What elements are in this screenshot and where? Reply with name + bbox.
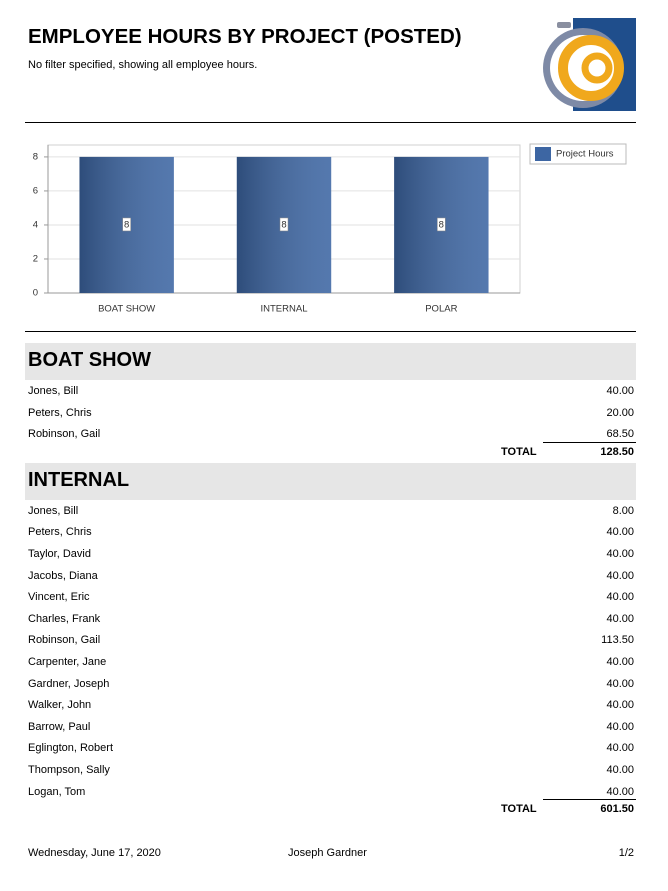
hours: 40.00 [606,591,634,604]
report-title: EMPLOYEE HOURS BY PROJECT (POSTED) [28,25,462,48]
logo [543,18,636,111]
hours: 40.00 [606,742,634,755]
footer-page: 1/2 [618,847,634,859]
hours: 40.00 [606,656,634,668]
total-rule [543,799,636,801]
legend-label: Project Hours [556,149,614,160]
hours: 20.00 [606,406,634,419]
hours: 40.00 [606,385,634,397]
section-header: BOAT SHOW [25,343,636,380]
chart: 0 2 4 6 8 BOAT SHOW 8 INTERNAL 8 POLAR 8 Project Ho… [33,143,627,315]
employee-name: Peters, Chris [28,526,92,539]
value-label-box [279,217,289,232]
employee-name: Jones, Bill [28,504,79,517]
hours: 40.00 [606,785,634,798]
y-tick-label: 0 [33,288,38,299]
value-label-box [437,217,446,232]
divider [25,331,636,332]
divider [25,122,636,123]
employee-name: Jacobs, Diana [28,569,98,582]
y-tick-label: 4 [33,219,38,230]
legend-swatch [535,147,551,161]
total-value: 128.50 [600,445,634,458]
employee-name: Carpenter, Jane [28,656,107,668]
legend-box [529,143,627,165]
hours: 40.00 [606,526,634,539]
hours: 40.00 [606,699,634,712]
footer-date: Wednesday, June 17, 2020 [28,847,161,859]
hours: 40.00 [606,677,634,690]
employee-name: Thompson, Sally [28,764,110,776]
employee-name: Taylor, David [28,548,91,560]
footer-user: Joseph Gardner [288,847,367,859]
employee-name: Logan, Tom [28,785,86,798]
employee-name: Robinson, Gail [28,428,101,441]
employee-name: Walker, John [28,699,92,712]
total-label: TOTAL [501,803,537,816]
value-label-box [122,217,131,232]
hours: 68.50 [606,428,634,441]
hours: 113.50 [601,634,634,647]
y-tick-label: 6 [33,185,38,196]
employee-name: Vincent, Eric [28,591,90,604]
report-subtitle: No filter specified, showing all employe… [28,59,258,71]
x-tick-label: BOAT SHOW [98,304,155,315]
x-tick-label: INTERNAL [261,304,308,315]
employee-name: Jones, Bill [28,385,79,397]
hours: 40.00 [606,720,634,733]
section-title: BOAT SHOW [28,349,151,371]
employee-name: Peters, Chris [28,406,92,419]
employee-name: Gardner, Joseph [28,677,110,690]
hours: 40.00 [606,612,634,625]
hours: 40.00 [606,764,634,776]
y-tick-label: 8 [33,151,38,162]
y-tick-label: 2 [33,253,38,264]
hours: 40.00 [606,569,634,582]
total-label: TOTAL [501,445,537,458]
total-value: 601.50 [600,803,634,816]
value-label: 8 [439,219,444,230]
total-rule [543,441,636,443]
value-label: 8 [281,219,286,230]
employee-name: Eglington, Robert [28,742,113,755]
x-tick-label: POLAR [425,304,457,315]
value-label: 8 [124,219,129,230]
employee-name: Robinson, Gail [28,634,101,647]
section-header: INTERNAL [25,462,636,500]
hours: 40.00 [606,548,634,560]
employee-name: Barrow, Paul [28,720,91,733]
employee-name: Charles, Frank [28,612,101,625]
hours: 8.00 [612,504,634,517]
section-title: INTERNAL [28,468,130,491]
